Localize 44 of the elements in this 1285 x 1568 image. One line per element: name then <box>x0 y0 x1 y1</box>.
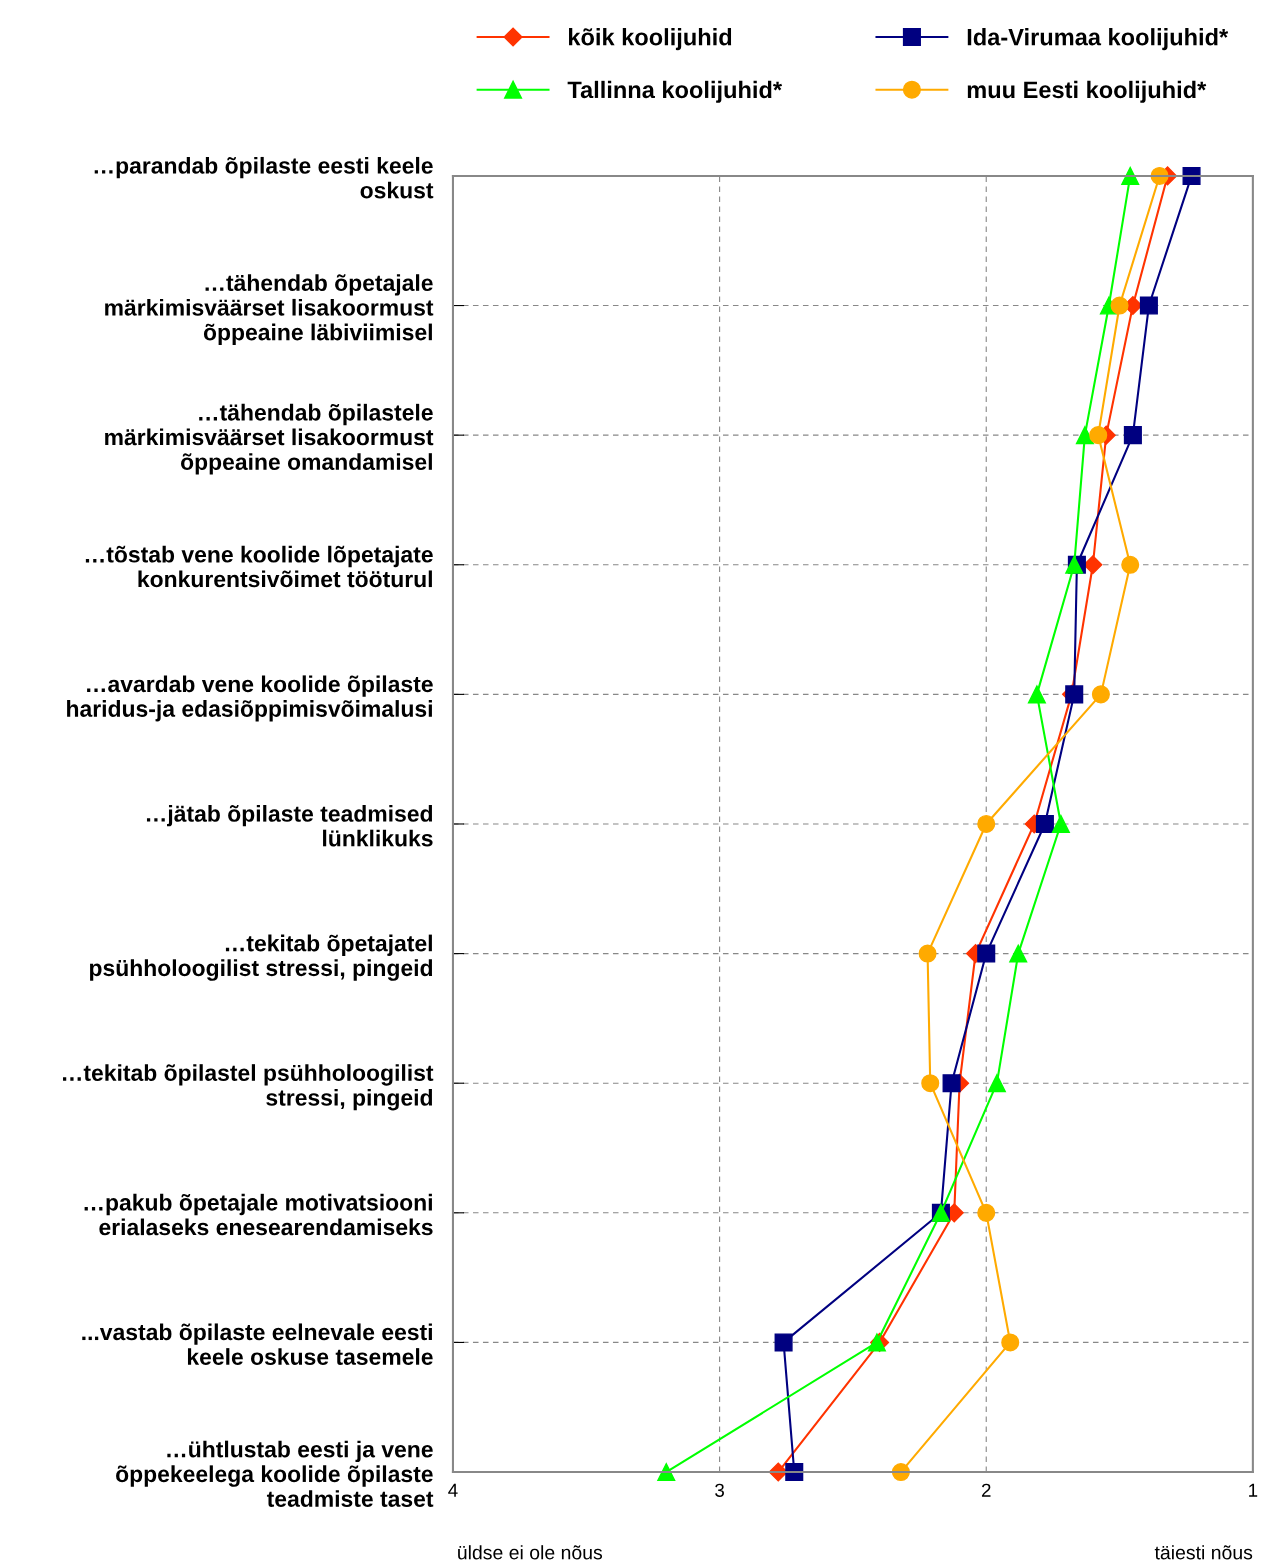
point <box>942 1074 961 1093</box>
point <box>1110 296 1129 315</box>
point <box>1065 685 1084 704</box>
x-tick-label: 3 <box>715 1483 724 1497</box>
point <box>977 1203 996 1222</box>
point <box>1123 426 1142 445</box>
point <box>1083 555 1103 575</box>
y-tick-label: …tekitab õpetajatel psühholoogilist stressi, pingeid <box>90 934 433 981</box>
x-tick-label: 1 <box>1249 1483 1258 1497</box>
legend-label: muu Eesti koolijuhid* <box>967 80 1207 103</box>
y-tick-label: …pakub õpetajale motivatsiooni erialaseks enesearendamiseks <box>84 1193 433 1236</box>
y-tick-label: ...vastab õpilaste eelnevale eesti keele oskuse tasemele <box>82 1323 433 1365</box>
x-tick-label: 4 <box>448 1483 458 1497</box>
y-tick-label: …tõstab vene koolide lõpetajate konkurentsivõimet tööturul <box>85 545 433 588</box>
point <box>1089 426 1108 445</box>
legend-label: Ida-Virumaa koolijuhid* <box>967 28 1229 51</box>
point <box>774 1333 793 1352</box>
point <box>977 814 996 834</box>
point <box>1001 1333 1020 1352</box>
text: üldse ei ole nõus <box>458 1545 603 1560</box>
y-tick-label: …tekitab õpilastel psühholoogilist stressi, pingeid <box>63 1064 434 1111</box>
y-tick-label: …tähendab õpetajale märkimisväärset lisakoormust õppeaine läbiviimisel <box>105 274 434 345</box>
point <box>1139 296 1158 315</box>
point <box>1121 166 1140 185</box>
point <box>1035 814 1054 834</box>
point <box>987 1074 1006 1093</box>
x-tick-label: 2 <box>981 1483 991 1497</box>
legend-label: kõik koolijuhid <box>569 28 732 51</box>
point <box>1009 944 1028 963</box>
text: täiesti nõus <box>1154 1545 1253 1560</box>
point <box>1091 685 1110 704</box>
y-tick-label: …ühtlustab eesti ja vene õppekeelega koolide õpilaste teadmiste taset <box>116 1440 434 1507</box>
point <box>1027 685 1046 704</box>
point <box>977 944 996 963</box>
point <box>918 944 937 963</box>
point <box>1121 555 1140 574</box>
y-tick-label: …tähendab õpilastele märkimisväärset lisakoormust õppeaine omandamisel <box>105 403 434 475</box>
y-tick-label: …jätab õpilaste teadmised lünklikuks <box>146 805 433 847</box>
point <box>1051 814 1070 834</box>
point <box>921 1074 940 1093</box>
y-tick-label: …avardab vene koolide õpilaste haridus-ja edasiõppimisvõimalusi <box>67 675 433 722</box>
point <box>1075 426 1094 445</box>
y-tick-label: …parandab õpilaste eesti keele oskust <box>94 156 434 199</box>
legend-label: Tallinna koolijuhid* <box>567 80 783 103</box>
